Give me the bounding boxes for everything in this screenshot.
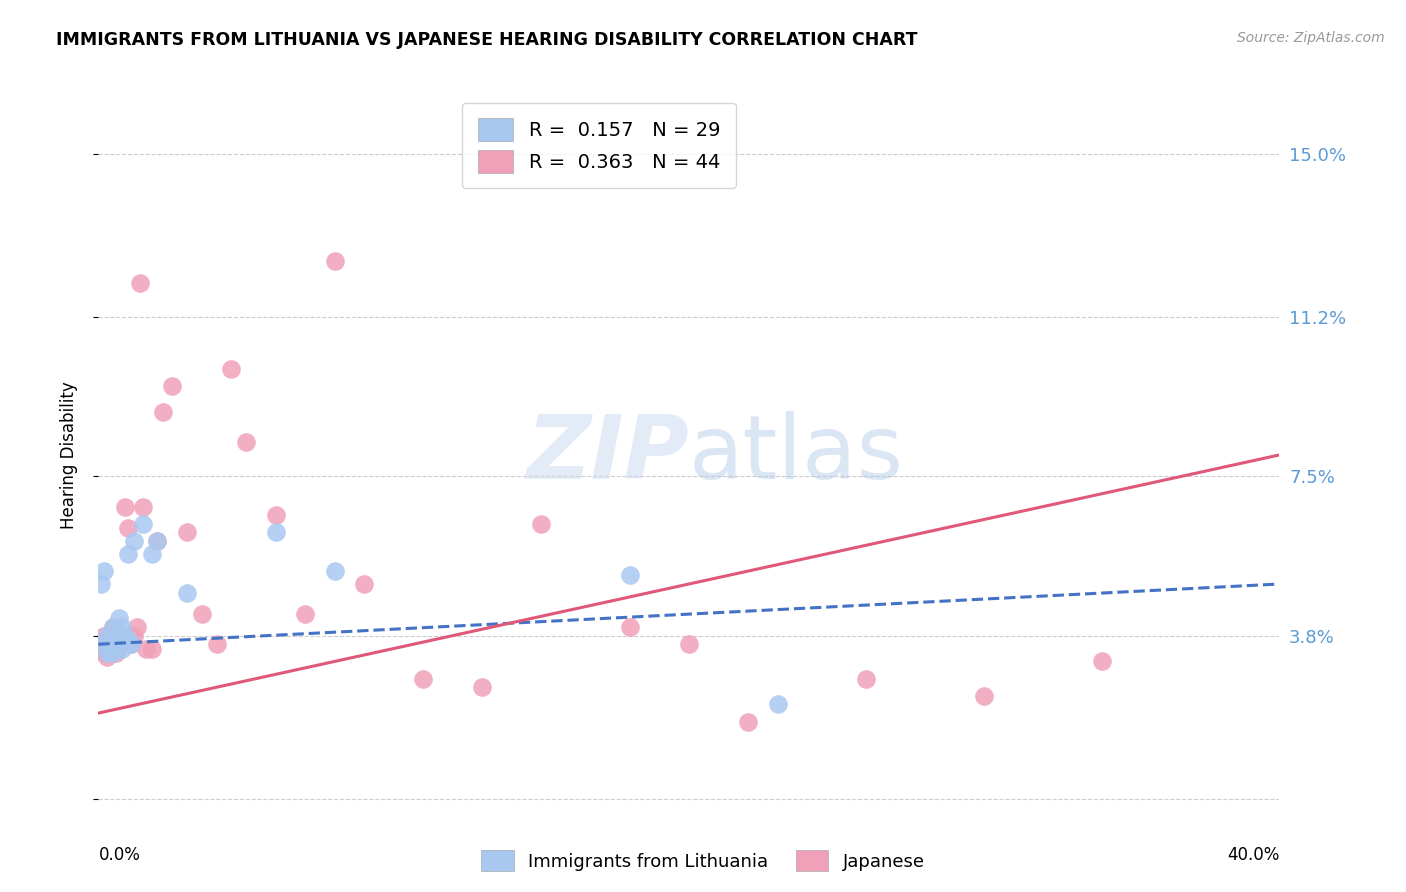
Point — [146, 533, 169, 548]
Point — [96, 646, 118, 660]
Point — [132, 516, 155, 531]
Point — [111, 620, 134, 634]
Point — [114, 629, 136, 643]
Point — [103, 632, 125, 647]
Point — [619, 620, 641, 634]
Text: IMMIGRANTS FROM LITHUANIA VS JAPANESE HEARING DISABILITY CORRELATION CHART: IMMIGRANTS FROM LITHUANIA VS JAPANESE HE… — [56, 31, 918, 49]
Legend: Immigrants from Lithuania, Japanese: Immigrants from Lithuania, Japanese — [474, 843, 932, 879]
Point — [111, 637, 134, 651]
Text: ZIP: ZIP — [526, 411, 689, 499]
Point — [323, 254, 346, 268]
Point — [122, 629, 145, 643]
Point — [530, 516, 553, 531]
Point — [117, 547, 139, 561]
Point — [146, 533, 169, 548]
Point — [105, 637, 128, 651]
Point — [235, 435, 257, 450]
Point — [128, 276, 150, 290]
Point — [264, 525, 287, 540]
Y-axis label: Hearing Disability: Hearing Disability — [59, 381, 77, 529]
Point — [122, 533, 145, 548]
Point — [108, 632, 131, 647]
Point — [105, 629, 128, 643]
Point — [294, 607, 316, 621]
Point — [108, 611, 131, 625]
Point — [105, 629, 128, 643]
Point — [117, 632, 139, 647]
Point — [98, 637, 121, 651]
Point — [125, 620, 148, 634]
Point — [105, 646, 128, 660]
Point — [264, 508, 287, 523]
Point — [973, 689, 995, 703]
Text: atlas: atlas — [689, 411, 904, 499]
Point — [135, 641, 157, 656]
Point — [176, 525, 198, 540]
Point — [114, 500, 136, 514]
Point — [93, 646, 115, 660]
Point — [141, 641, 163, 656]
Point — [93, 564, 115, 578]
Point — [766, 698, 789, 712]
Point — [96, 629, 118, 643]
Text: 0.0%: 0.0% — [98, 847, 141, 864]
Point — [205, 637, 228, 651]
Point — [98, 641, 121, 656]
Point — [353, 577, 375, 591]
Point — [619, 568, 641, 582]
Point — [98, 641, 121, 656]
Point — [176, 585, 198, 599]
Point — [141, 547, 163, 561]
Point — [111, 641, 134, 656]
Point — [90, 577, 112, 591]
Point — [855, 672, 877, 686]
Point — [117, 521, 139, 535]
Point — [737, 714, 759, 729]
Point — [93, 637, 115, 651]
Point — [323, 564, 346, 578]
Point — [108, 629, 131, 643]
Point — [678, 637, 700, 651]
Point — [191, 607, 214, 621]
Point — [90, 637, 112, 651]
Point — [471, 680, 494, 694]
Legend: R =  0.157   N = 29, R =  0.363   N = 44: R = 0.157 N = 29, R = 0.363 N = 44 — [463, 103, 735, 188]
Point — [96, 632, 118, 647]
Point — [221, 362, 243, 376]
Point — [96, 650, 118, 665]
Point — [103, 646, 125, 660]
Point — [103, 637, 125, 651]
Point — [152, 405, 174, 419]
Point — [103, 620, 125, 634]
Point — [93, 629, 115, 643]
Point — [412, 672, 434, 686]
Point — [162, 379, 183, 393]
Point — [108, 637, 131, 651]
Point — [98, 637, 121, 651]
Point — [132, 500, 155, 514]
Point — [120, 637, 142, 651]
Text: 40.0%: 40.0% — [1227, 847, 1279, 864]
Point — [1091, 655, 1114, 669]
Point — [103, 620, 125, 634]
Text: Source: ZipAtlas.com: Source: ZipAtlas.com — [1237, 31, 1385, 45]
Point — [120, 637, 142, 651]
